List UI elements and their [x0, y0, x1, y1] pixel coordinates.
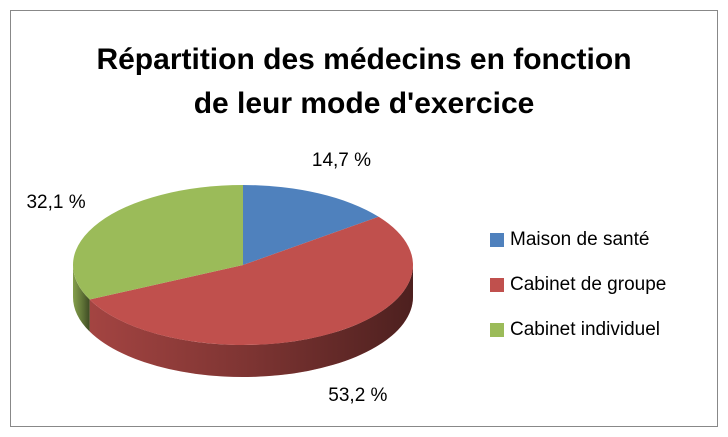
pie-slice [73, 185, 243, 332]
slice-side-shade [73, 265, 90, 332]
slice-top [243, 185, 379, 265]
legend-swatch [490, 278, 504, 292]
slice-side-shade [89, 265, 414, 378]
legend-label: Cabinet individuel [510, 319, 660, 340]
data-label: 14,7 % [312, 150, 371, 171]
legend-label: Maison de santé [510, 229, 649, 250]
legend-swatch [490, 233, 504, 247]
legend-swatch [490, 323, 504, 337]
slice-top [89, 216, 414, 345]
pie-slice [89, 216, 414, 378]
slice-top [73, 185, 243, 300]
pie-slice [243, 185, 379, 265]
chart-title: Répartition des médecins en fonction de … [96, 43, 632, 120]
data-label: 53,2 % [328, 385, 387, 406]
legend-label: Cabinet de groupe [510, 274, 666, 295]
data-label: 32,1 % [26, 192, 85, 213]
